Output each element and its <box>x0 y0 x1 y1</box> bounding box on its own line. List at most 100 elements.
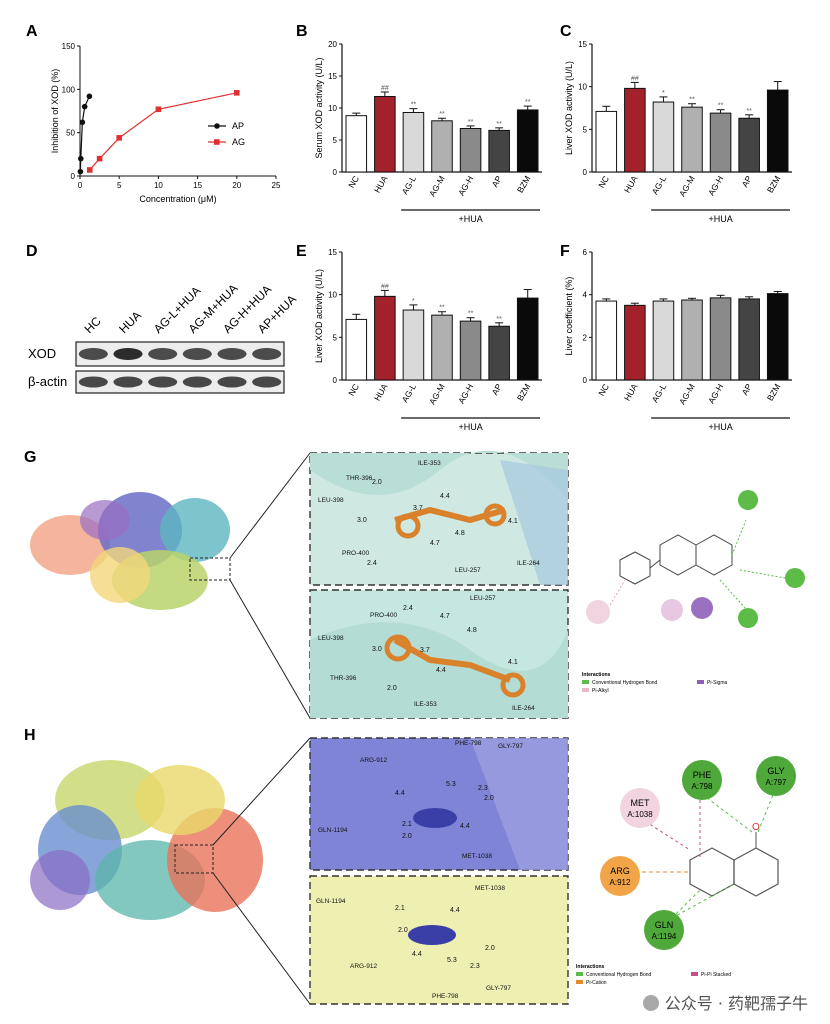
bar-y-tick-label: 15 <box>328 72 337 81</box>
diagram-residue-node <box>682 760 722 800</box>
bar <box>402 309 425 381</box>
residue-label: GLN-1194 <box>316 898 346 905</box>
blot-band-actin <box>252 376 282 388</box>
a-series-line-ag <box>89 92 237 171</box>
significance-mark: ** <box>411 102 417 109</box>
h-bottom-residue-labels: GLN-1194 MET-1038 ARG-912 PHE-798 GLY-797 2.1… <box>316 885 511 1000</box>
residue-label: ILE-264 <box>512 705 535 712</box>
blot-band-actin <box>148 376 178 388</box>
bar-category-label: AG-L <box>650 382 669 404</box>
bar-y-tick-label: 10 <box>328 104 337 113</box>
a-point-ag <box>116 135 122 141</box>
diagram-residue-id: A:1038 <box>627 810 653 819</box>
h-binding-site-box <box>174 844 214 874</box>
bar-y-tick-label: 20 <box>328 40 337 49</box>
bar-y-tick-label: 15 <box>328 248 337 257</box>
blot-band-actin <box>78 376 108 388</box>
distance-label: 2.0 <box>372 479 382 486</box>
a-x-tick-label: 0 <box>78 181 83 190</box>
panel-h-protein-structure <box>30 737 311 1005</box>
diagram-residue-node <box>756 756 796 796</box>
diagram-residue-name: MET <box>631 798 651 808</box>
bar-y-label: Liver coefficient (%) <box>564 277 574 356</box>
legend-title: Interactions <box>582 672 611 678</box>
bar-y-tick-label: 0 <box>333 376 338 385</box>
panel-g-docking-top: THR-396 ILE-353 LEU-398 PRO-400 LEU-257 ILE-2… <box>309 450 569 586</box>
residue-label: THR-396 <box>330 675 357 682</box>
a-y-tick-label: 100 <box>62 85 76 94</box>
blot-bands <box>78 348 282 388</box>
distance-label: 4.7 <box>440 613 450 620</box>
residue-label: LEU-257 <box>455 567 481 574</box>
bar-category-label: BZM <box>765 174 783 195</box>
bar-category-label: HUA <box>622 382 640 403</box>
diagram-residue-name: PHE <box>693 770 712 780</box>
bar-category-label: AP <box>740 174 754 189</box>
distance-label: 2.1 <box>402 821 412 828</box>
significance-mark: ## <box>381 283 389 290</box>
bar <box>488 129 510 173</box>
a-y-tick-label: 50 <box>66 129 75 138</box>
blot-row-label-xod: XOD <box>28 346 56 361</box>
bar-y-tick-label: 2 <box>583 333 588 342</box>
bar-y-label: Liver XOD activity (U/L) <box>314 269 324 363</box>
bar <box>709 297 732 381</box>
significance-mark: ** <box>525 99 531 106</box>
a-point-ap <box>77 155 84 162</box>
blot-band-xod <box>148 348 178 360</box>
bar-category-label: BZM <box>515 382 533 403</box>
distance-label: 4.7 <box>430 540 440 547</box>
distance-label: 2.0 <box>398 927 408 934</box>
group-label: +HUA <box>708 214 732 224</box>
a-legend-label-ap: AP <box>232 121 244 131</box>
significance-mark: * <box>662 90 665 97</box>
panel-h-2d-interaction-diagram: O MET A:1038 PHE A:798 GLY A:797 ARG A:912 GLN A:… <box>576 756 796 986</box>
legend-item-label: Conventional Hydrogen Bond <box>586 972 652 978</box>
residue-label: LEU-398 <box>318 635 344 642</box>
panel-letter-h: H <box>24 727 36 744</box>
group-label: +HUA <box>458 422 482 432</box>
legend-item-label: Pi-Pi Stacked <box>701 972 731 978</box>
diagram-residue-id: A:912 <box>610 878 631 887</box>
bar-category-label: HUA <box>372 382 390 403</box>
bar-y-tick-label: 10 <box>578 83 587 92</box>
significance-mark: ** <box>468 311 474 318</box>
distance-label: 2.4 <box>367 560 377 567</box>
bar <box>516 297 539 381</box>
a-y-tick-label: 150 <box>62 42 76 51</box>
distance-label: 4.4 <box>460 823 470 830</box>
bar-category-label: AG-M <box>677 174 697 198</box>
distance-label: 5.3 <box>446 781 456 788</box>
legend-item-label: Pi-Alkyl <box>592 688 609 694</box>
a-point-ap <box>79 119 86 126</box>
bar-category-label: AP <box>740 382 754 397</box>
bar-category-label: AG-L <box>400 382 419 404</box>
residue-label: PHE-798 <box>432 993 459 1000</box>
bar <box>374 295 396 381</box>
distance-label: 3.7 <box>420 647 430 654</box>
bar <box>738 298 760 381</box>
legend-swatch <box>582 680 589 684</box>
h-top-residue-labels: ARG-912 PHE-798 GLY-797 GLN-1194 MET-1038 4.4… <box>318 740 523 860</box>
residue-label: ILE-353 <box>418 460 441 467</box>
bar <box>595 300 618 381</box>
wechat-icon <box>642 995 659 1011</box>
bar-category-label: HUA <box>372 174 390 195</box>
bar-y-tick-label: 5 <box>333 136 338 145</box>
bar-category-label: NC <box>346 174 361 190</box>
a-point-ap <box>81 103 88 110</box>
a-legend-marker <box>214 123 220 129</box>
a-point-ap <box>86 93 93 100</box>
diagram-residue-id: A:1194 <box>652 932 677 941</box>
distance-label: 4.8 <box>467 627 477 634</box>
distance-label: 2.0 <box>484 795 494 802</box>
a-x-tick-label: 10 <box>154 181 163 190</box>
blot-band-xod <box>252 348 282 360</box>
bar-category-label: BZM <box>515 174 533 195</box>
bar-category-label: AG-H <box>706 382 725 405</box>
blot-band-xod <box>113 348 143 360</box>
distance-label: 3.0 <box>357 517 367 524</box>
panel-h-docking-top: ARG-912 PHE-798 GLY-797 GLN-1194 MET-1038 4.4… <box>309 737 569 871</box>
